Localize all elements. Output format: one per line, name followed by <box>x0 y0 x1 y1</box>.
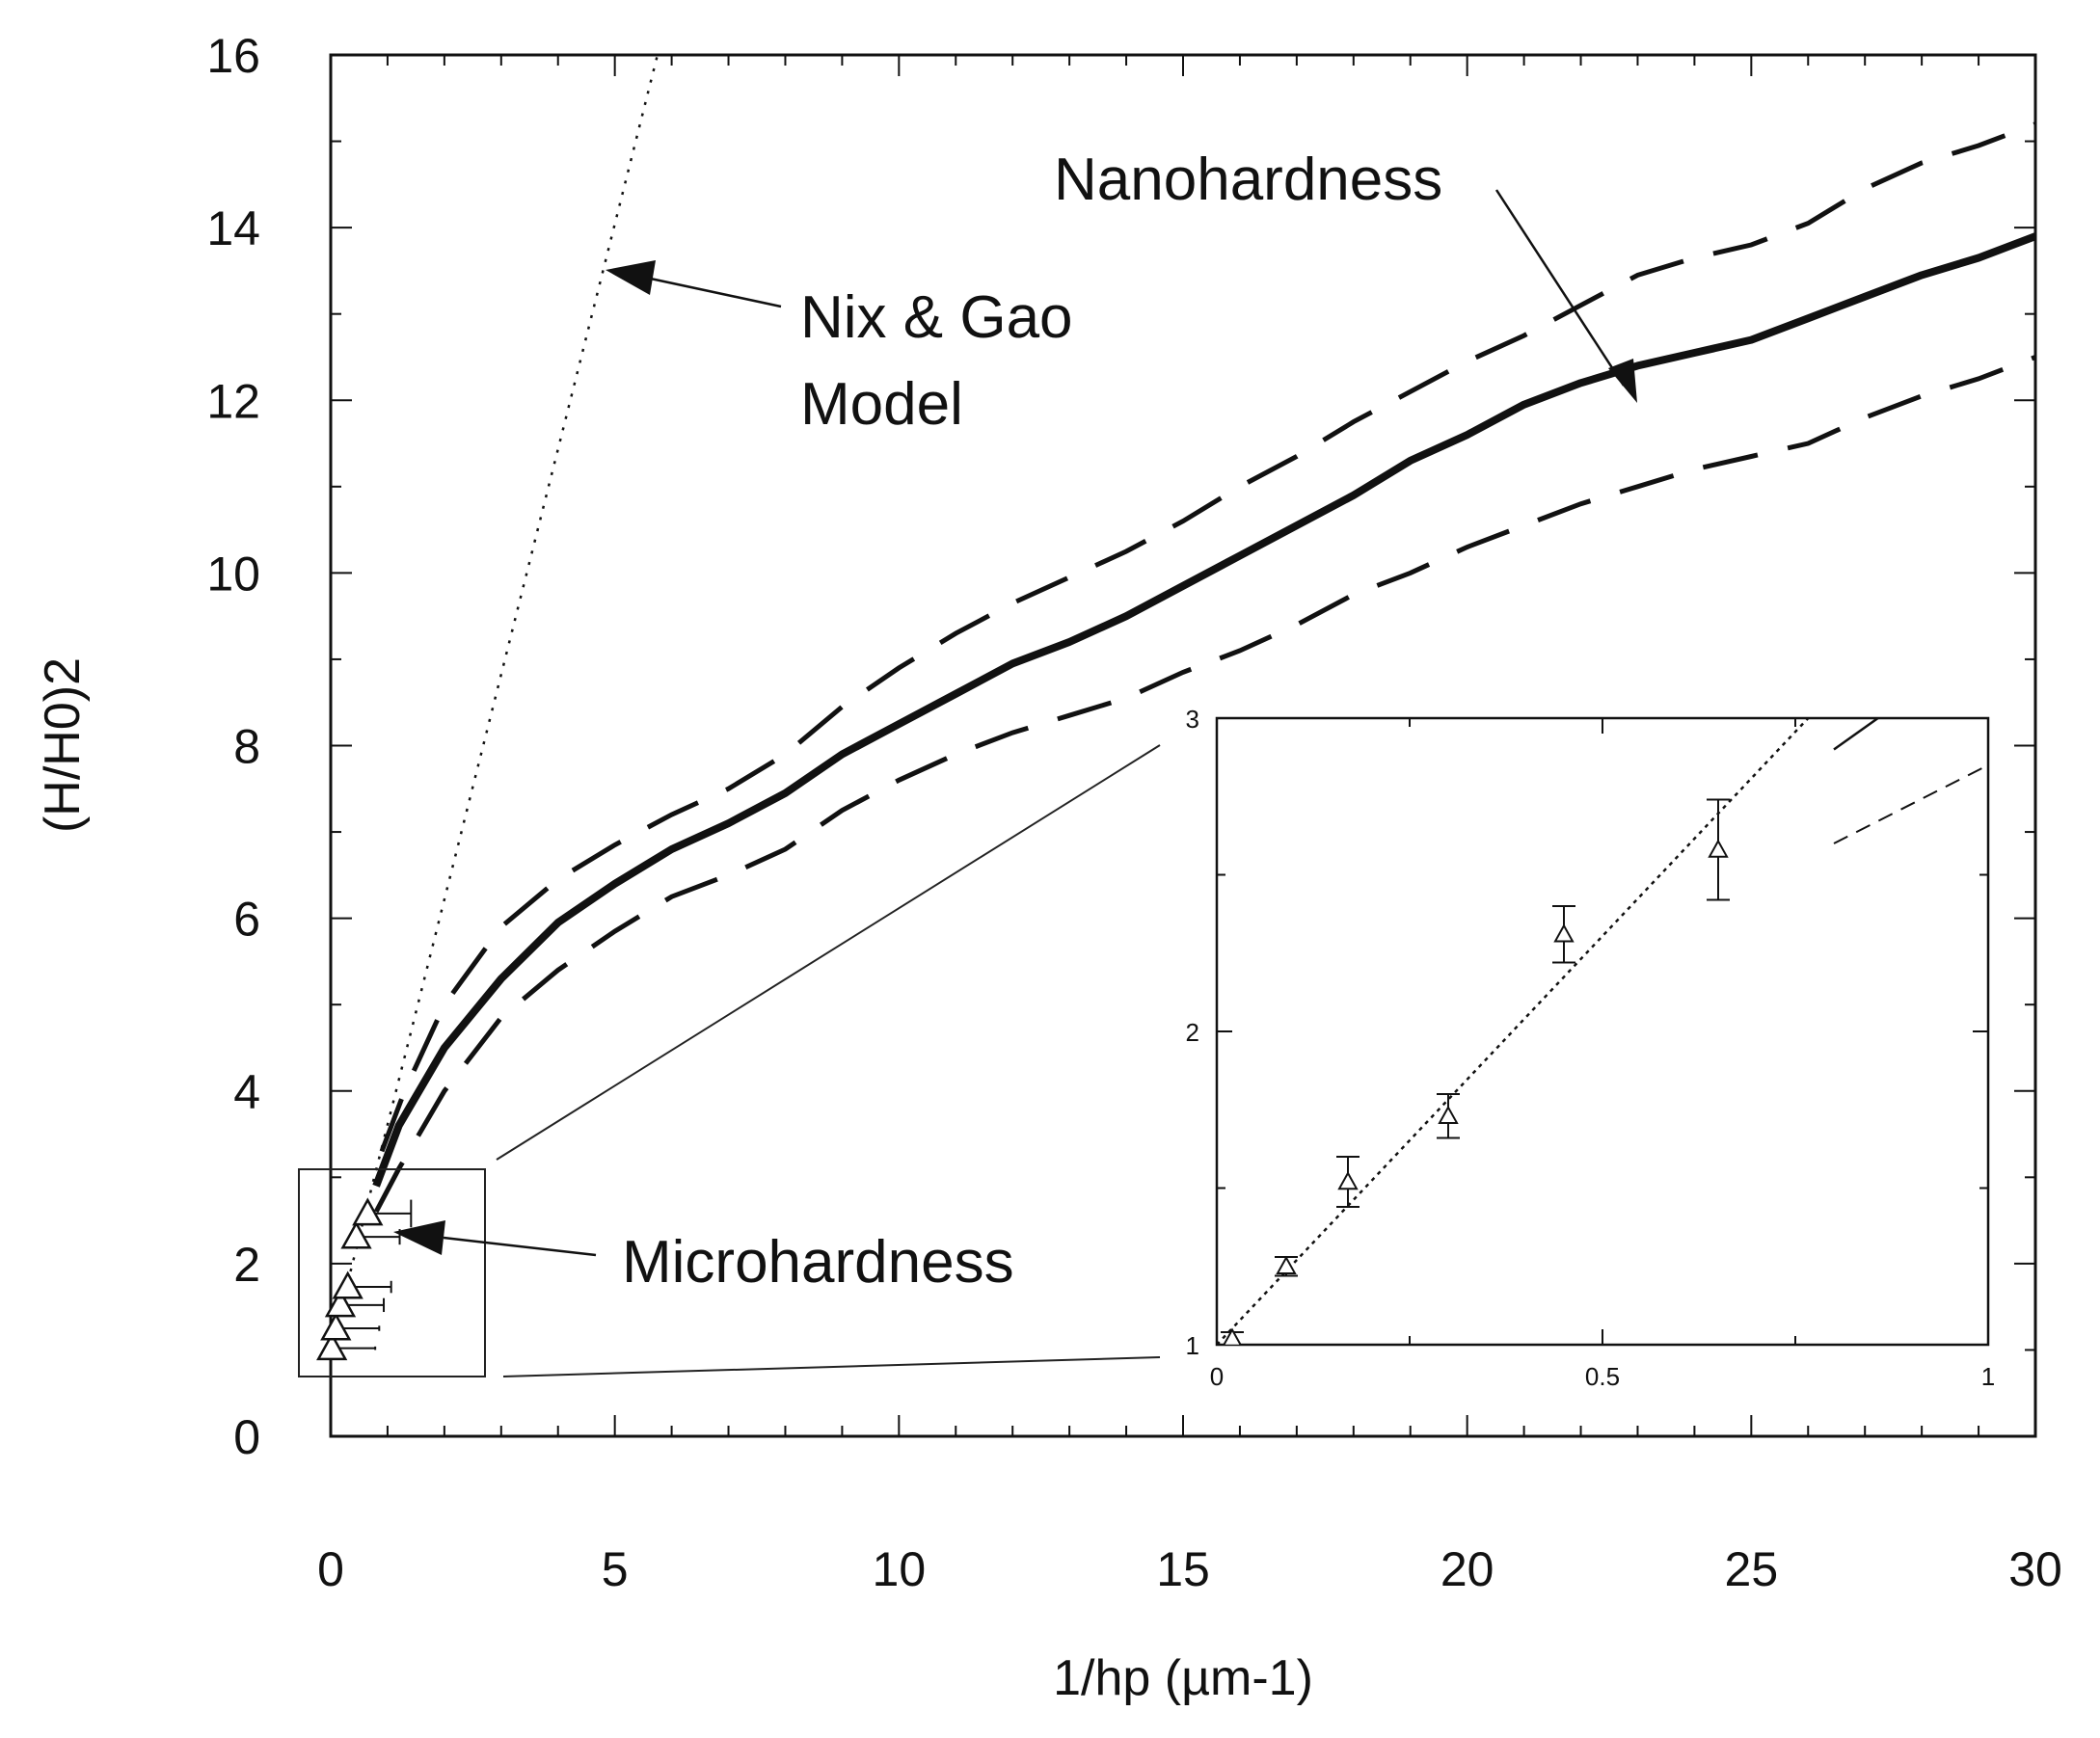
zoom-box <box>298 1168 486 1377</box>
microhardness-point <box>320 1312 352 1341</box>
y-tick-label: 10 <box>206 547 260 601</box>
inset-point <box>1438 1105 1459 1124</box>
inset-x-tick-label: 0.5 <box>1585 1362 1620 1391</box>
nix-gao-model-line <box>329 54 660 1350</box>
inset-x-tick-label: 0 <box>1210 1362 1224 1391</box>
microhardness-arrow <box>443 1236 597 1257</box>
y-tick-label: 16 <box>206 29 260 83</box>
microhardness-arrowhead <box>393 1220 445 1255</box>
inset-point <box>1337 1170 1359 1190</box>
x-tick-label: 0 <box>317 1542 344 1596</box>
inset-point <box>1223 1327 1242 1345</box>
x-tick-label: 20 <box>1440 1542 1494 1596</box>
inset-point <box>1276 1255 1297 1274</box>
inset-nanohardness-line <box>1833 718 1880 751</box>
inset-point <box>1708 839 1729 858</box>
lower-bound-line <box>373 355 2036 1214</box>
nix-gao-arrow <box>645 276 782 308</box>
nix-gao-label: Nix & Gao <box>800 284 1073 351</box>
inset-y-tick-label: 1 <box>1186 1331 1199 1360</box>
zoom-connector-top <box>496 744 1161 1161</box>
inset-y-tick-label: 2 <box>1186 1018 1199 1047</box>
y-tick-label: 14 <box>206 201 260 255</box>
microhardness-point <box>316 1332 348 1361</box>
nix-gao-arrowhead <box>606 260 656 295</box>
y-axis-title: (H/H0)2 <box>35 657 91 833</box>
inset-background <box>1215 716 1990 1347</box>
inset-upper-bound-line <box>1911 0 2100 625</box>
nanohardness-line <box>372 232 2037 1188</box>
x-axis-title: 1/hp (µm-1) <box>1053 1650 1313 1706</box>
nanohardness-arrow <box>1494 189 1626 387</box>
microhardness-point <box>340 1220 372 1249</box>
nanohardness-label: Nanohardness <box>1054 147 1442 213</box>
y-tick-label: 2 <box>233 1238 260 1292</box>
y-tick-label: 12 <box>206 374 260 428</box>
inset-point <box>1553 923 1575 943</box>
zoom-connector-bottom <box>502 1356 1161 1377</box>
x-tick-label: 25 <box>1725 1542 1779 1596</box>
y-tick-label: 8 <box>233 720 260 774</box>
microhardness-point <box>332 1270 363 1299</box>
inset-y-tick-label: 3 <box>1186 705 1199 734</box>
x-tick-label: 10 <box>873 1542 927 1596</box>
x-tick-label: 15 <box>1156 1542 1210 1596</box>
x-tick-label: 30 <box>2008 1542 2062 1596</box>
y-tick-label: 4 <box>233 1065 260 1119</box>
nix-gao-label-line2: Model <box>800 371 963 438</box>
nanohardness-arrowhead <box>1608 359 1637 403</box>
y-tick-label: 0 <box>233 1410 260 1464</box>
microhardness-point <box>324 1289 357 1318</box>
microhardness-label: Microhardness <box>622 1229 1014 1296</box>
y-tick-label: 6 <box>233 893 260 947</box>
x-tick-label: 5 <box>602 1542 629 1596</box>
microhardness-point <box>352 1197 384 1226</box>
upper-bound-line <box>379 121 2036 1153</box>
inset-x-tick-label: 1 <box>1981 1362 1995 1391</box>
